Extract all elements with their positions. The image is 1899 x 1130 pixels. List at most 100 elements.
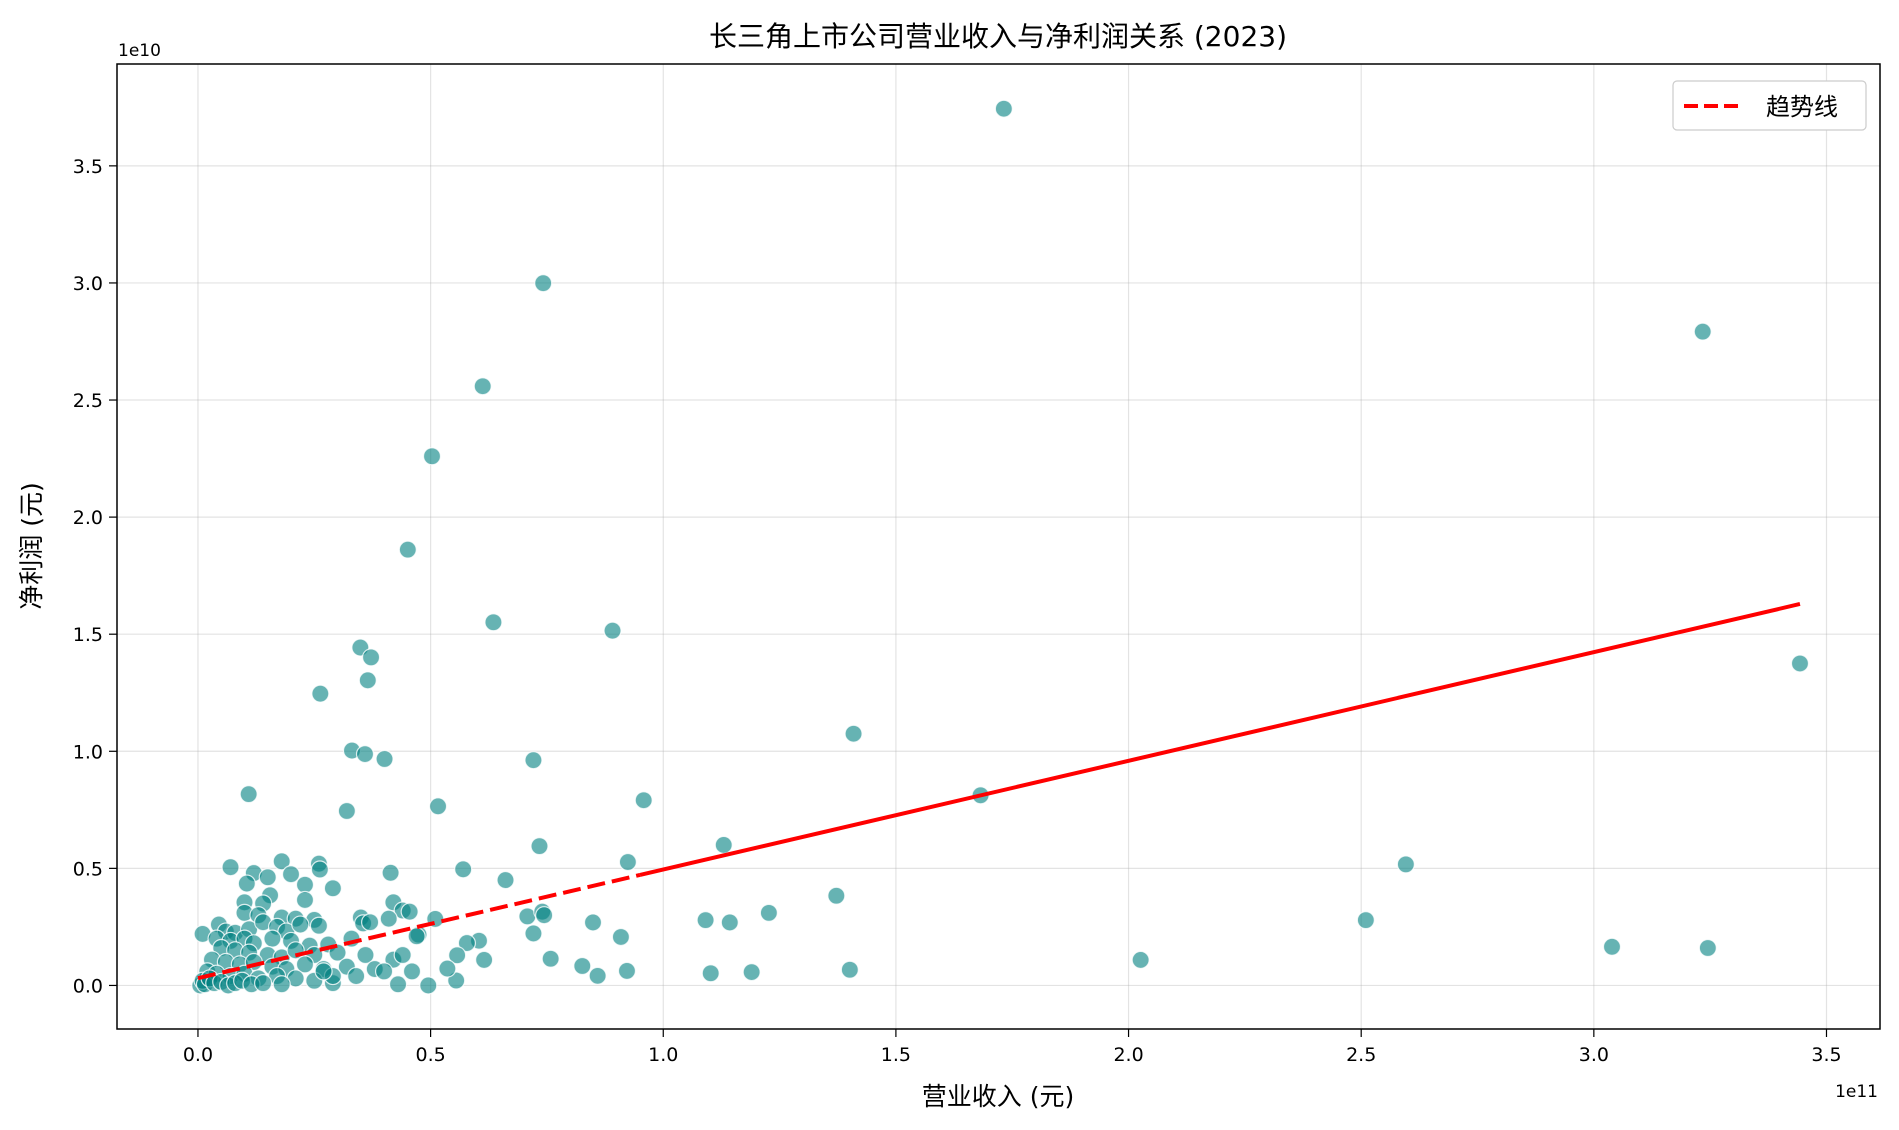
data-point [254, 974, 273, 993]
legend-label-trend: 趋势线 [1766, 93, 1838, 121]
data-point [457, 933, 477, 953]
data-point [400, 902, 419, 921]
data-point [281, 865, 301, 884]
data-point [496, 870, 515, 890]
data-point [1790, 654, 1810, 673]
data-point [827, 886, 846, 905]
data-point [617, 961, 637, 981]
y-offset-label: 1e10 [118, 41, 161, 61]
y-tick-label: 0.0 [73, 975, 103, 997]
data-point [337, 801, 356, 821]
plot-frame [116, 63, 1881, 1030]
data-point [524, 924, 543, 943]
trend-line-segment [197, 872, 641, 981]
data-point [618, 852, 637, 872]
data-point [263, 929, 282, 948]
data-point [398, 540, 417, 559]
data-point [634, 791, 653, 810]
data-point [473, 377, 492, 396]
data-point [428, 797, 448, 816]
data-point [454, 860, 473, 879]
data-point [611, 927, 631, 947]
data-point [696, 911, 715, 930]
data-point [361, 648, 381, 667]
data-point [347, 966, 366, 986]
data-point [1602, 937, 1622, 956]
x-tick-label: 0.5 [415, 1044, 445, 1066]
data-point [291, 915, 310, 934]
x-tick-label: 1.0 [648, 1044, 678, 1066]
data-point [1396, 855, 1415, 874]
data-point [484, 613, 503, 632]
data-point [295, 955, 315, 974]
data-point [573, 956, 592, 976]
data-point [534, 274, 553, 293]
data-point [323, 879, 342, 898]
data-point [221, 858, 240, 877]
data-point [258, 868, 277, 887]
data-point [742, 962, 761, 982]
x-offset-label: 1e11 [1835, 1082, 1878, 1102]
x-tick-label: 3.5 [1811, 1044, 1841, 1066]
data-point [237, 874, 256, 893]
y-tick-label: 3.5 [73, 156, 103, 178]
data-point [524, 751, 543, 770]
data-point [355, 744, 375, 764]
trend-line-segment [639, 602, 1801, 877]
data-point [358, 671, 377, 690]
data-point [361, 913, 380, 932]
data-point [583, 913, 603, 932]
data-point [295, 890, 315, 910]
data-point [314, 962, 333, 981]
x-axis-label: 营业收入 (元) [922, 1082, 1074, 1111]
data-point [295, 875, 315, 894]
y-tick-label: 2.5 [73, 390, 103, 412]
data-point [530, 837, 549, 856]
x-tick-label: 2.5 [1346, 1044, 1376, 1066]
data-point [1131, 950, 1150, 970]
data-point [272, 852, 291, 871]
data-point [844, 724, 863, 743]
data-point [541, 949, 560, 968]
data-point [588, 966, 607, 985]
data-point [994, 99, 1013, 118]
y-tick-label: 1.0 [73, 741, 103, 763]
data-point [375, 749, 394, 769]
data-point [388, 975, 408, 994]
data-point [356, 945, 375, 965]
data-point [438, 959, 457, 978]
y-tick-label: 0.5 [73, 858, 103, 880]
data-point [759, 903, 778, 922]
y-axis-label: 净利润 (元) [17, 482, 46, 609]
data-point [475, 950, 494, 970]
legend: 趋势线 [1672, 80, 1867, 131]
y-tick-label: 1.5 [73, 624, 103, 646]
data-point [407, 927, 426, 946]
data-point [379, 909, 398, 928]
data-point [309, 916, 329, 935]
data-point [448, 946, 467, 965]
data-point [393, 945, 412, 965]
data-point [311, 684, 330, 703]
x-tick-label: 0.0 [183, 1044, 213, 1066]
x-tick-label: 3.0 [1579, 1044, 1609, 1066]
x-tick-label: 2.0 [1113, 1044, 1143, 1066]
data-point [535, 906, 554, 925]
data-point [714, 835, 733, 855]
data-point [1698, 938, 1717, 958]
data-point [701, 964, 720, 983]
data-point [374, 962, 394, 981]
data-point [840, 960, 859, 979]
data-point [1693, 322, 1712, 341]
data-point [272, 975, 291, 994]
data-point [239, 785, 258, 804]
data-point [419, 976, 438, 995]
data-point [402, 962, 422, 981]
data-point [1356, 911, 1375, 930]
chart-title: 长三角上市公司营业收入与净利润关系 (2023) [709, 20, 1287, 53]
data-point [720, 913, 739, 932]
data-point [422, 447, 442, 466]
data-point [381, 863, 400, 882]
x-tick-label: 1.5 [881, 1044, 911, 1066]
